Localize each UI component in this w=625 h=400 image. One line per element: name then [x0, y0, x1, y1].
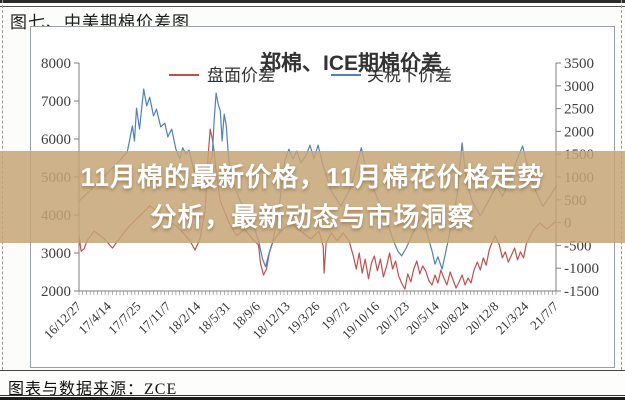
x-axis-label: 16/12/27	[41, 298, 85, 342]
right-axis-label: 3500	[564, 56, 594, 72]
left-axis-label: 7000	[41, 94, 71, 110]
headline-overlay: 11月棉的最新价格，11月棉花价格走势 分析，最新动态与市场洞察	[0, 151, 625, 243]
headline-line2: 分析，最新动态与市场洞察	[150, 202, 475, 232]
right-axis-label: 2000	[564, 124, 594, 140]
source-bar	[0, 371, 625, 395]
x-axis-label: 21/7/7	[527, 298, 561, 332]
source-text: 图表与数据来源：ZCE	[8, 381, 178, 398]
left-axis-label: 6000	[41, 132, 71, 148]
right-axis-label: 2500	[564, 102, 594, 118]
right-axis-label: 3000	[564, 79, 594, 95]
right-axis-label: -1000	[564, 261, 599, 277]
x-axis-label: 18/5/31	[194, 299, 233, 338]
x-axis-label: 20/1/23	[373, 299, 412, 338]
left-axis-label: 8000	[41, 56, 71, 72]
legend-label-0: 盘面价差	[207, 66, 275, 85]
x-axis-label: 19/3/26	[284, 298, 323, 337]
x-axis-label: 17/7/25	[105, 299, 144, 338]
headline-line1: 11月棉的最新价格，11月棉花价格走势	[80, 162, 545, 192]
source-divider-line	[0, 370, 625, 371]
x-axis-label: 21/3/24	[493, 298, 532, 337]
price-spread-chart: 郑棉、ICE期棉价差盘面价差关税下价差800070006000500040003…	[41, 51, 599, 342]
left-axis-label: 3000	[41, 246, 71, 262]
legend-label-1: 关税下价差	[367, 66, 452, 85]
top-border-line	[0, 0, 625, 3]
bottom-border-line	[0, 395, 625, 396]
left-axis-label: 2000	[41, 284, 71, 300]
top-border-line-2	[0, 6, 625, 7]
chart-title: 郑棉、ICE期棉价差	[260, 51, 442, 75]
bottom-border-line-2	[0, 397, 625, 400]
x-axis-label: 20/12/8	[463, 299, 502, 338]
right-axis-label: -1500	[564, 284, 599, 300]
